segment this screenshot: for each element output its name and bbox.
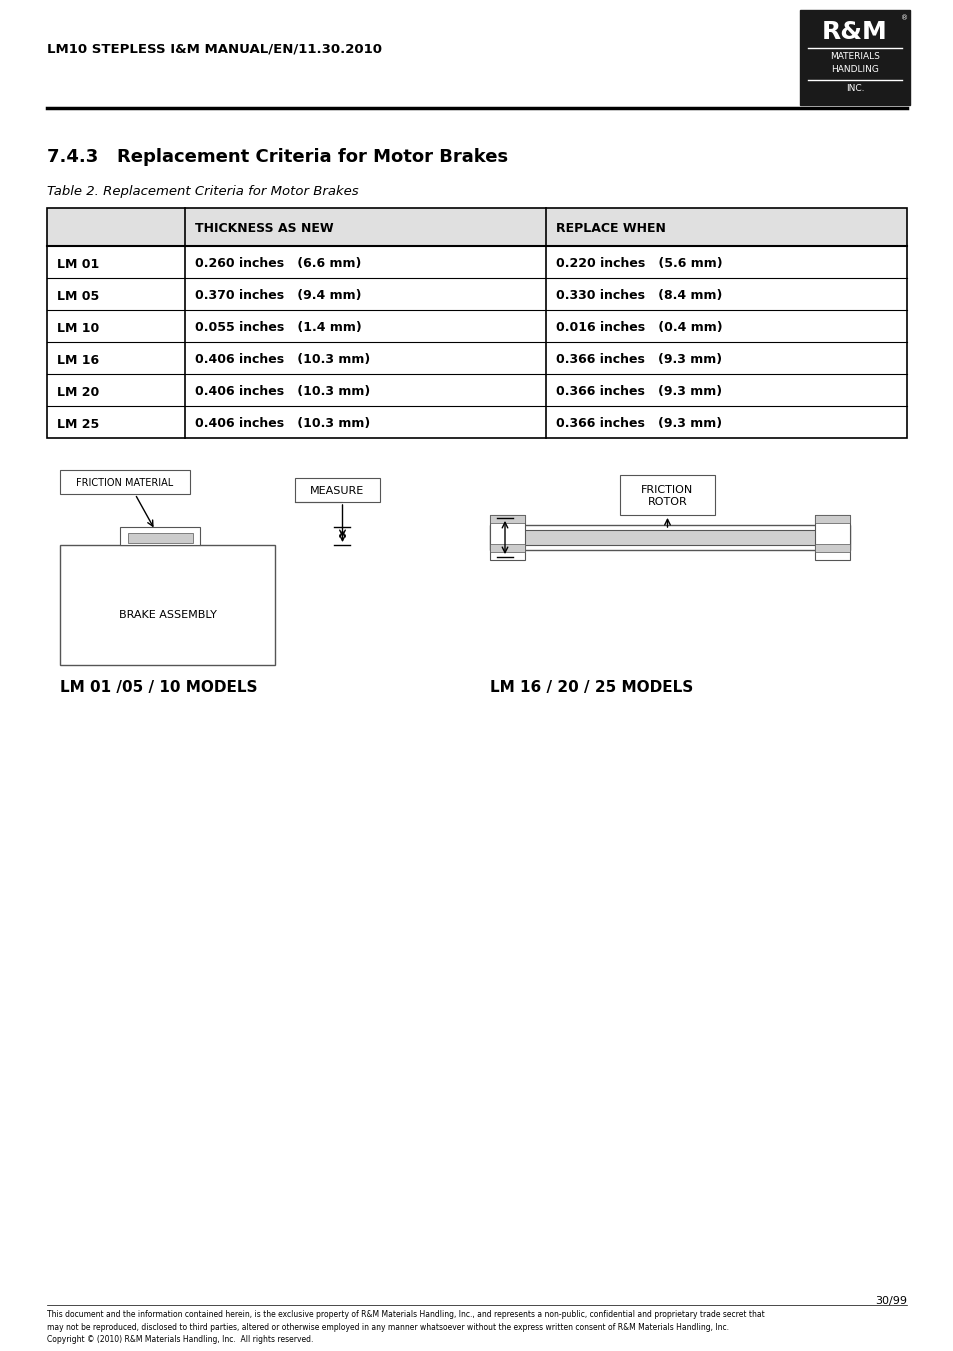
Text: 7.4.3   Replacement Criteria for Motor Brakes: 7.4.3 Replacement Criteria for Motor Bra…: [47, 149, 508, 166]
Text: LM 16 / 20 / 25 MODELS: LM 16 / 20 / 25 MODELS: [490, 680, 693, 694]
Bar: [490, 515, 524, 523]
Text: INC.: INC.: [845, 84, 863, 93]
Text: 0.016 inches   (0.4 mm): 0.016 inches (0.4 mm): [556, 322, 721, 335]
Bar: [60, 544, 274, 665]
Text: 0.406 inches   (10.3 mm): 0.406 inches (10.3 mm): [194, 417, 370, 431]
Text: FRICTION MATERIAL: FRICTION MATERIAL: [76, 478, 173, 488]
Bar: [490, 526, 849, 550]
Bar: [47, 208, 906, 246]
Text: MATERIALS: MATERIALS: [829, 51, 879, 61]
Text: 0.366 inches   (9.3 mm): 0.366 inches (9.3 mm): [556, 417, 721, 431]
Bar: [814, 544, 849, 553]
Bar: [60, 470, 190, 494]
Text: This document and the information contained herein, is the exclusive property of: This document and the information contai…: [47, 1310, 764, 1344]
Text: BRAKE ASSEMBLY: BRAKE ASSEMBLY: [118, 611, 216, 620]
Text: HANDLING: HANDLING: [830, 65, 878, 74]
Bar: [47, 208, 906, 438]
Bar: [490, 544, 524, 553]
Text: LM 10: LM 10: [57, 322, 99, 335]
Bar: [619, 476, 714, 515]
Text: 0.260 inches   (6.6 mm): 0.260 inches (6.6 mm): [194, 258, 360, 270]
Text: THICKNESS AS NEW: THICKNESS AS NEW: [194, 223, 333, 235]
Text: LM 01 /05 / 10 MODELS: LM 01 /05 / 10 MODELS: [60, 680, 257, 694]
Bar: [814, 515, 849, 561]
Text: ®: ®: [901, 15, 907, 22]
Text: LM 25: LM 25: [57, 417, 99, 431]
Bar: [294, 478, 379, 503]
Text: LM 05: LM 05: [57, 289, 99, 303]
Text: REPLACE WHEN: REPLACE WHEN: [556, 223, 665, 235]
Text: 0.406 inches   (10.3 mm): 0.406 inches (10.3 mm): [194, 385, 370, 399]
Bar: [510, 530, 829, 544]
Text: 0.366 inches   (9.3 mm): 0.366 inches (9.3 mm): [556, 354, 721, 366]
Text: LM 01: LM 01: [57, 258, 99, 270]
Text: 30/99: 30/99: [874, 1296, 906, 1306]
Text: MEASURE: MEASURE: [310, 486, 364, 496]
Text: 0.330 inches   (8.4 mm): 0.330 inches (8.4 mm): [556, 289, 721, 303]
Text: R&M: R&M: [821, 20, 887, 45]
Text: 0.370 inches   (9.4 mm): 0.370 inches (9.4 mm): [194, 289, 361, 303]
Text: Table 2. Replacement Criteria for Motor Brakes: Table 2. Replacement Criteria for Motor …: [47, 185, 358, 199]
Bar: [814, 515, 849, 523]
Text: LM10 STEPLESS I&M MANUAL/EN/11.30.2010: LM10 STEPLESS I&M MANUAL/EN/11.30.2010: [47, 42, 381, 55]
Text: LM 16: LM 16: [57, 354, 99, 366]
Text: 0.406 inches   (10.3 mm): 0.406 inches (10.3 mm): [194, 354, 370, 366]
Text: 0.366 inches   (9.3 mm): 0.366 inches (9.3 mm): [556, 385, 721, 399]
Bar: [490, 515, 524, 561]
Bar: [120, 527, 200, 544]
Text: FRICTION
ROTOR: FRICTION ROTOR: [640, 485, 693, 507]
Bar: [800, 9, 909, 105]
Bar: [128, 534, 193, 543]
Text: LM 20: LM 20: [57, 385, 99, 399]
Text: 0.055 inches   (1.4 mm): 0.055 inches (1.4 mm): [194, 322, 361, 335]
Text: 0.220 inches   (5.6 mm): 0.220 inches (5.6 mm): [556, 258, 721, 270]
